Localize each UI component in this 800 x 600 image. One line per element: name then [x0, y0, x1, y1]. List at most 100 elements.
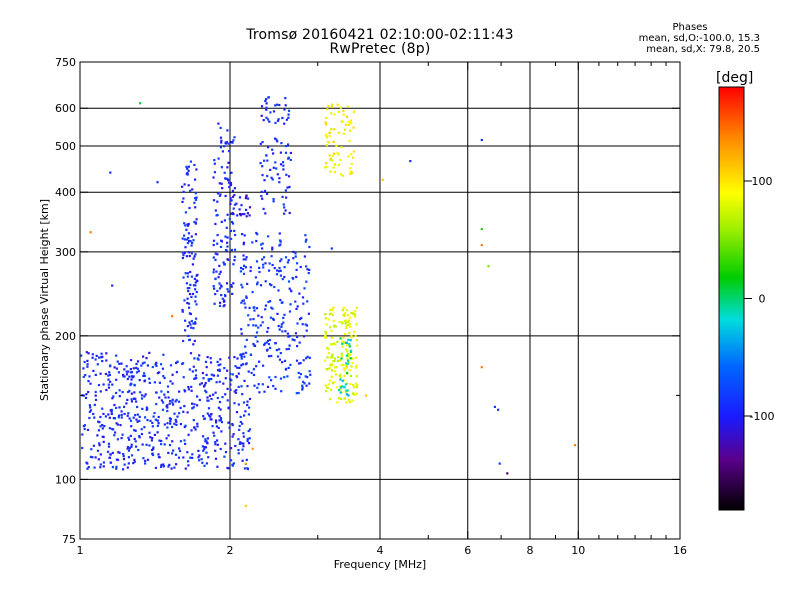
- echo-point: [183, 299, 186, 302]
- echo-point: [246, 212, 249, 215]
- echo-point: [187, 232, 190, 235]
- echo-point: [144, 416, 147, 419]
- echo-point: [347, 320, 350, 324]
- echo-point: [188, 368, 191, 371]
- echo-point: [132, 397, 136, 400]
- echo-point: [324, 166, 327, 169]
- echo-point: [233, 229, 236, 232]
- echo-point: [102, 383, 105, 386]
- echo-point: [224, 235, 227, 238]
- echo-point: [342, 113, 345, 116]
- echo-point: [115, 465, 118, 468]
- echo-point: [245, 194, 248, 197]
- echo-point: [184, 390, 187, 393]
- echo-point: [219, 363, 222, 366]
- echo-point: [341, 340, 344, 343]
- echo-point: [269, 300, 272, 303]
- echo-point: [118, 414, 121, 417]
- echo-point: [326, 165, 329, 168]
- echo-point: [348, 382, 352, 386]
- echo-point: [352, 111, 356, 114]
- echo-point: [226, 177, 229, 180]
- phase-info: Phases mean, sd,O:-100.0, 15.3 mean, sd,…: [560, 22, 760, 55]
- echo-point: [115, 467, 118, 470]
- echo-point: [279, 151, 282, 154]
- echo-point: [219, 136, 223, 139]
- echo-point: [174, 400, 177, 403]
- echo-point: [355, 375, 358, 378]
- echo-point: [345, 382, 349, 385]
- echo-point: [167, 396, 170, 399]
- echo-point: [237, 372, 240, 375]
- echo-point: [144, 393, 147, 396]
- echo-point: [215, 214, 218, 217]
- echo-point: [299, 318, 302, 321]
- echo-point: [331, 343, 334, 346]
- echo-point: [346, 314, 349, 317]
- echo-point: [171, 382, 174, 385]
- echo-point: [178, 447, 181, 450]
- echo-point: [365, 394, 368, 397]
- echo-point: [224, 393, 227, 396]
- echo-point: [299, 373, 302, 376]
- echo-point: [155, 364, 158, 367]
- echo-point: [262, 364, 265, 367]
- y-tick-label: 750: [55, 56, 76, 69]
- echo-point: [215, 270, 218, 273]
- echo-point: [287, 366, 290, 369]
- echo-point: [192, 343, 195, 346]
- echo-point: [183, 183, 186, 186]
- echo-point: [187, 237, 190, 240]
- echo-point: [123, 463, 126, 466]
- echo-point: [305, 324, 309, 327]
- echo-point: [83, 424, 86, 427]
- echo-point: [339, 337, 342, 340]
- echo-point: [129, 368, 132, 371]
- echo-point: [100, 356, 103, 359]
- echo-point: [330, 312, 333, 315]
- echo-point: [297, 391, 300, 395]
- echo-point: [115, 354, 118, 357]
- echo-point: [306, 376, 309, 379]
- echo-point: [294, 252, 297, 255]
- echo-point: [85, 351, 88, 354]
- echo-point: [116, 438, 119, 441]
- echo-point: [289, 303, 292, 306]
- echo-point: [245, 338, 248, 341]
- echo-point: [89, 406, 92, 409]
- echo-point: [328, 131, 331, 135]
- echo-point: [244, 351, 248, 354]
- echo-point: [223, 219, 226, 222]
- echo-point: [203, 448, 206, 451]
- echo-point: [286, 143, 290, 146]
- echo-point: [229, 378, 232, 381]
- echo-point: [303, 382, 306, 385]
- echo-point: [204, 382, 207, 385]
- echo-point: [259, 324, 262, 327]
- echo-point: [228, 217, 231, 221]
- echo-point: [226, 258, 229, 261]
- echo-point: [506, 472, 509, 475]
- echo-point: [245, 295, 248, 298]
- echo-point: [342, 363, 345, 366]
- echo-point: [185, 238, 189, 241]
- echo-point: [203, 464, 206, 467]
- echo-point: [292, 257, 295, 260]
- echo-point: [329, 388, 333, 392]
- echo-point: [240, 364, 243, 367]
- echo-point: [348, 342, 351, 346]
- colorbar-tick-label: 100: [752, 175, 773, 188]
- echo-point: [111, 284, 114, 287]
- echo-point: [334, 325, 337, 328]
- echo-point: [120, 362, 123, 365]
- echo-point: [276, 355, 280, 358]
- y-tick-label: 75: [62, 533, 76, 546]
- echo-point: [212, 256, 215, 259]
- echo-point: [301, 323, 304, 326]
- echo-point: [349, 339, 352, 342]
- echo-point: [122, 455, 125, 458]
- echo-point: [198, 459, 201, 462]
- echo-point: [237, 452, 240, 455]
- echo-point: [225, 141, 229, 144]
